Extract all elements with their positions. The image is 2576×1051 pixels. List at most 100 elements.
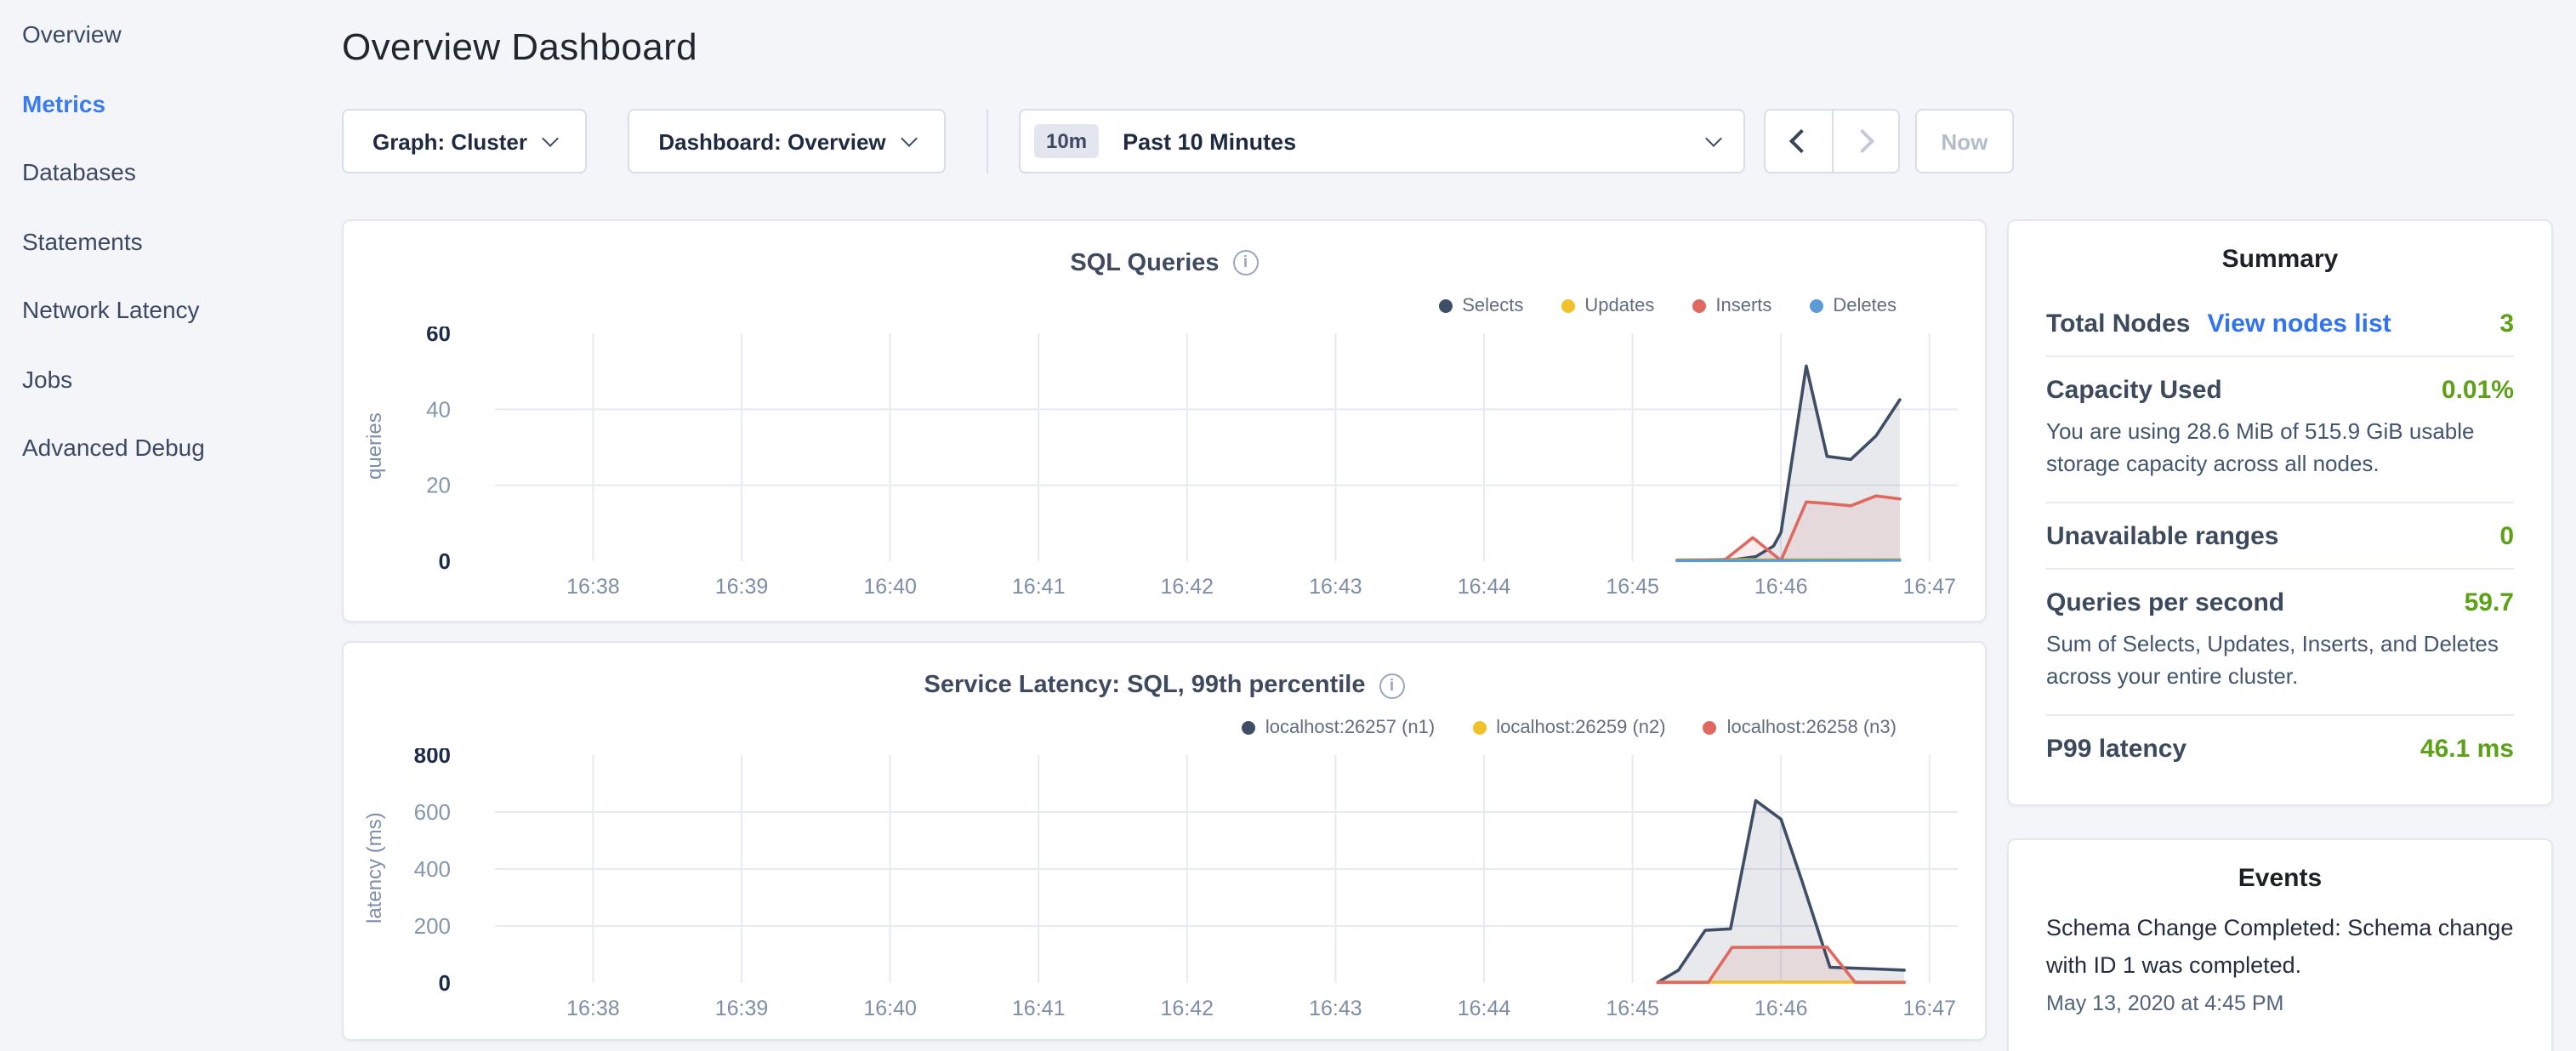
chevron-down-icon	[542, 129, 559, 146]
summary-panel: Summary Total Nodes View nodes list 3 Ca…	[2007, 219, 2553, 805]
info-icon[interactable]: i	[1379, 673, 1405, 698]
svg-text:16:41: 16:41	[1012, 574, 1066, 598]
svg-text:16:39: 16:39	[715, 997, 769, 1020]
summary-label: Capacity Used	[2046, 375, 2222, 404]
event-message[interactable]: Schema Change Completed: Schema change w…	[2046, 909, 2514, 986]
chevron-right-icon	[1851, 129, 1874, 153]
event-timestamp: May 13, 2020 at 4:45 PM	[2046, 991, 2514, 1015]
chart-title: Service Latency: SQL, 99th percentile	[924, 672, 1366, 699]
summary-label: P99 latency	[2046, 734, 2186, 763]
chart-title-row: SQL Queries i	[344, 249, 1985, 276]
sidebar-nav: Overview Metrics Databases Statements Ne…	[0, 0, 340, 482]
summary-value: 3	[2499, 309, 2514, 338]
summary-title: Summary	[2046, 244, 2514, 273]
legend-label: Deletes	[1833, 295, 1896, 315]
service-latency-plot[interactable]: 16:38 16:39 16:40 16:41 16:42 16:43 16:44 16:45…	[344, 748, 1988, 1034]
svg-text:16:40: 16:40	[863, 997, 917, 1020]
summary-row-capacity-used: Capacity Used 0.01%	[2046, 356, 2514, 421]
info-icon[interactable]: i	[1233, 250, 1259, 276]
legend-label: localhost:26259 (n2)	[1496, 718, 1665, 738]
page-title: Overview Dashboard	[342, 26, 697, 70]
svg-text:16:46: 16:46	[1754, 574, 1808, 598]
legend-label: Updates	[1584, 295, 1654, 315]
svg-text:16:42: 16:42	[1161, 574, 1214, 598]
legend-item: Updates	[1561, 295, 1654, 315]
svg-text:16:41: 16:41	[1012, 997, 1066, 1020]
dashboard-dropdown-label: Dashboard: Overview	[658, 128, 885, 154]
time-range-label: Past 10 Minutes	[1123, 128, 1691, 154]
service-latency-chart-card: Service Latency: SQL, 99th percentile i …	[342, 641, 1987, 1040]
chevron-left-icon	[1790, 129, 1814, 153]
svg-text:60: 60	[426, 326, 451, 345]
time-step-back-button[interactable]	[1766, 111, 1832, 172]
svg-text:16:43: 16:43	[1309, 997, 1362, 1020]
view-nodes-list-link[interactable]: View nodes list	[2207, 309, 2391, 338]
legend-dot	[1438, 298, 1452, 312]
events-title: Events	[2046, 863, 2514, 892]
svg-text:16:40: 16:40	[863, 574, 917, 598]
svg-text:16:47: 16:47	[1903, 997, 1957, 1020]
legend-label: Inserts	[1715, 295, 1771, 315]
summary-row-unavailable-ranges: Unavailable ranges 0	[2046, 503, 2514, 567]
legend-dot	[1703, 721, 1717, 735]
chart-title: SQL Queries	[1070, 249, 1219, 276]
svg-text:16:44: 16:44	[1458, 997, 1511, 1020]
summary-value: 46.1 ms	[2420, 734, 2514, 763]
legend-dot	[1692, 298, 1705, 312]
legend-dot	[1809, 298, 1823, 312]
sidebar-item-overview[interactable]: Overview	[0, 0, 340, 69]
svg-text:40: 40	[426, 395, 451, 421]
now-button: Now	[1915, 109, 2014, 173]
dashboard-dropdown[interactable]: Dashboard: Overview	[628, 109, 946, 173]
legend-item: Deletes	[1809, 295, 1896, 315]
chevron-down-icon	[1705, 129, 1722, 146]
svg-text:16:46: 16:46	[1754, 997, 1808, 1020]
sidebar-item-metrics[interactable]: Metrics	[0, 69, 340, 138]
summary-value: 59.7	[2465, 588, 2514, 616]
legend-item: localhost:26259 (n2)	[1472, 718, 1665, 738]
summary-label: Unavailable ranges	[2046, 521, 2278, 550]
svg-text:400: 400	[414, 856, 451, 882]
sidebar-item-network-latency[interactable]: Network Latency	[0, 276, 340, 344]
svg-text:16:45: 16:45	[1606, 997, 1659, 1020]
summary-label: Queries per second	[2046, 588, 2284, 616]
sidebar-item-databases[interactable]: Databases	[0, 138, 340, 207]
legend-dot	[1561, 298, 1574, 312]
admin-ui-page: Overview Metrics Databases Statements Ne…	[0, 0, 2576, 1051]
chart-title-row: Service Latency: SQL, 99th percentile i	[344, 672, 1985, 699]
summary-value: 0	[2499, 521, 2514, 550]
controls-divider	[987, 109, 988, 173]
svg-text:200: 200	[414, 913, 451, 939]
events-panel: Events Schema Change Completed: Schema c…	[2007, 838, 2553, 1051]
time-range-dropdown[interactable]: 10m Past 10 Minutes	[1019, 109, 1745, 173]
svg-text:20: 20	[426, 472, 451, 497]
legend-dot	[1242, 721, 1255, 735]
svg-text:16:43: 16:43	[1309, 574, 1362, 598]
sql-queries-plot[interactable]: 16:3816:3916:4016:4116:4216:4316:4416:45…	[344, 326, 1988, 611]
time-range-badge: 10m	[1034, 124, 1099, 158]
svg-text:600: 600	[414, 799, 451, 825]
legend-item: localhost:26257 (n1)	[1242, 718, 1435, 738]
summary-row-queries-per-second: Queries per second 59.7	[2046, 569, 2514, 633]
legend-item: Selects	[1438, 295, 1523, 315]
summary-description: You are using 28.6 MiB of 515.9 GiB usab…	[2046, 414, 2514, 501]
time-step-forward-button	[1832, 111, 1898, 172]
svg-text:0: 0	[439, 548, 451, 573]
sidebar-item-jobs[interactable]: Jobs	[0, 344, 340, 413]
svg-text:16:38: 16:38	[566, 997, 620, 1020]
summary-row-p99-latency: P99 latency 46.1 ms	[2046, 715, 2514, 780]
time-step-buttons	[1764, 109, 1900, 173]
graph-scope-dropdown[interactable]: Graph: Cluster	[342, 109, 587, 173]
legend-label: localhost:26258 (n3)	[1727, 718, 1896, 738]
svg-text:16:39: 16:39	[715, 574, 769, 598]
svg-text:16:42: 16:42	[1161, 997, 1214, 1020]
svg-text:800: 800	[414, 748, 451, 768]
svg-text:16:47: 16:47	[1903, 574, 1957, 598]
chevron-down-icon	[901, 129, 918, 146]
svg-text:0: 0	[439, 970, 451, 996]
legend-label: Selects	[1462, 295, 1523, 315]
sidebar-item-advanced-debug[interactable]: Advanced Debug	[0, 413, 340, 482]
summary-value: 0.01%	[2442, 375, 2514, 404]
legend-item: Inserts	[1692, 295, 1771, 315]
sidebar-item-statements[interactable]: Statements	[0, 207, 340, 276]
